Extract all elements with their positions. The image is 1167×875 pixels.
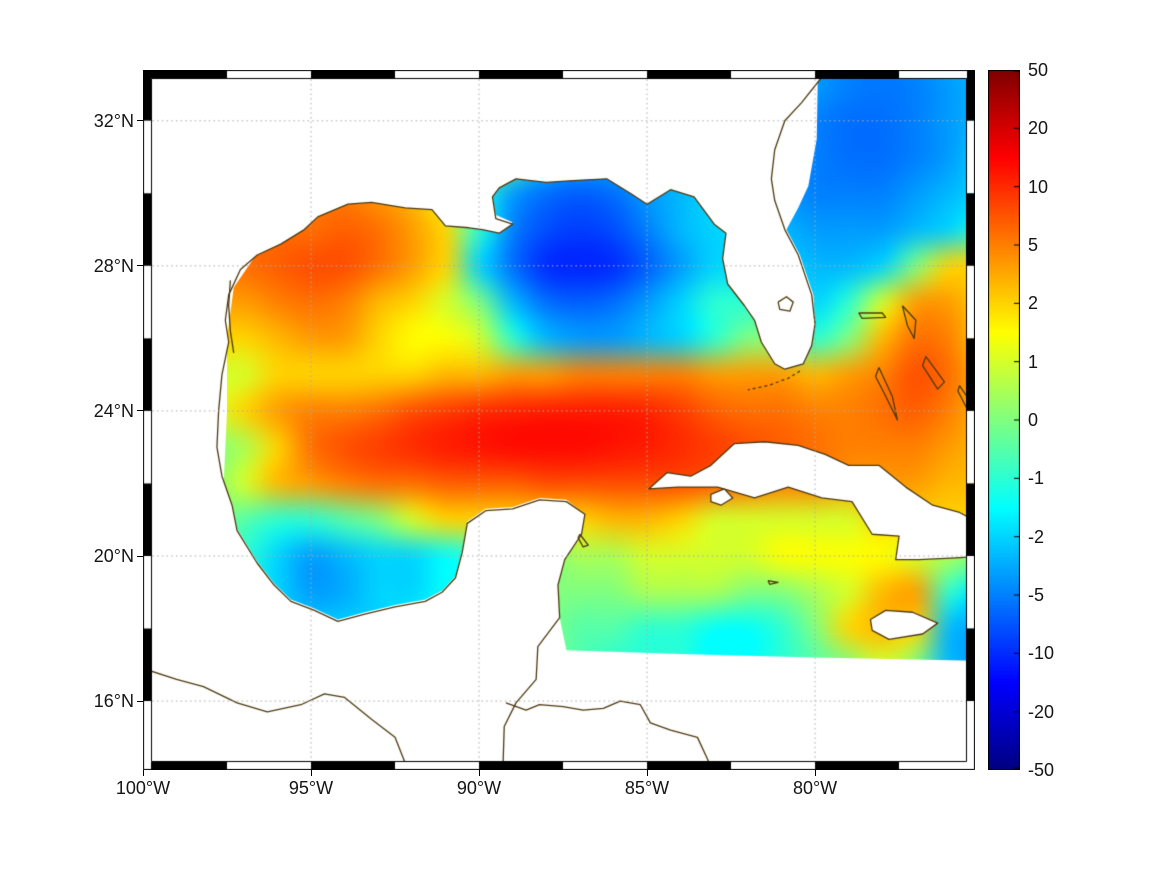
colorbar-tick-label: 10: [1028, 176, 1049, 197]
axis-tick-mark: [137, 555, 143, 557]
colorbar-tick-label: 20: [1028, 118, 1049, 139]
colorbar-tick-label: -1: [1028, 468, 1045, 489]
colorbar-tick-label: 5: [1028, 235, 1039, 255]
colorbar-tick-label: -2: [1028, 526, 1045, 547]
colorbar-tick-label: -10: [1028, 643, 1055, 664]
y-tick-label: 20°N: [93, 546, 134, 566]
colorbar-tick-label: -20: [1028, 701, 1055, 722]
axis-tick-mark: [137, 120, 143, 122]
colorbar-tick-label: -50: [1028, 760, 1055, 780]
axis-tick-mark: [142, 770, 144, 776]
y-tick-label: 32°N: [93, 110, 134, 131]
x-tick-label: 100°W: [115, 778, 171, 798]
axis-tick-mark: [814, 770, 816, 776]
x-tick-label: 90°W: [456, 778, 502, 798]
map-heatmap-canvas: [143, 70, 975, 770]
colorbar-tick-label: -5: [1028, 585, 1045, 605]
x-tick-label: 80°W: [792, 778, 838, 798]
axis-tick-mark: [137, 700, 143, 702]
colorbar-canvas: [988, 70, 1020, 770]
colorbar-tick-label: 2: [1028, 293, 1039, 314]
axis-tick-mark: [646, 770, 648, 776]
y-tick-label: 28°N: [93, 255, 134, 276]
y-tick-label: 24°N: [93, 400, 134, 421]
y-tick-label: 16°N: [93, 691, 134, 712]
colorbar-tick-label: 0: [1028, 410, 1039, 430]
axis-tick-mark: [137, 265, 143, 267]
colorbar-tick-label: 50: [1028, 60, 1049, 80]
axis-tick-mark: [310, 770, 312, 776]
colorbar-tick-label: 1: [1028, 351, 1039, 372]
axis-tick-mark: [478, 770, 480, 776]
axis-tick-mark: [137, 410, 143, 412]
x-tick-label: 95°W: [288, 778, 334, 798]
x-tick-label: 85°W: [624, 778, 670, 798]
